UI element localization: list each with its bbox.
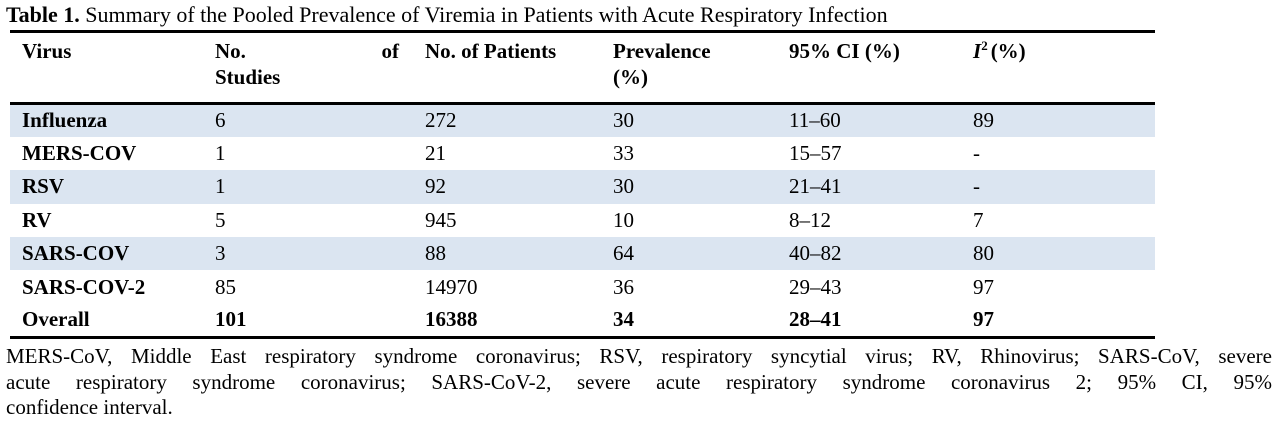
column-header-prevalence: Prevalence (%) [601, 31, 777, 105]
cell-ci: 8–12 [789, 207, 831, 232]
cell-patients: 945 [425, 207, 457, 232]
footnote-line: acute respiratory syndrome coronavirus; … [6, 369, 1272, 394]
cell-prevalence: 64 [613, 241, 634, 266]
cell-patients: 21 [425, 141, 446, 166]
cell-patients: 88 [425, 241, 446, 266]
header-word-no: No. [215, 39, 246, 63]
cell-prevalence: 10 [613, 207, 634, 232]
column-header-no-of-patients: No. of Patients [413, 31, 601, 105]
column-header-no-of-studies: No. of Studies [203, 31, 413, 105]
cell-prevalence: 34 [613, 307, 634, 332]
table-row: Overall 101 16388 34 28–41 97 [10, 304, 1155, 337]
cell-ci: 28–41 [789, 307, 842, 332]
table-body: Influenza 6 272 30 11–60 89 MERS-COV 1 21 33 15–57… [10, 103, 1155, 338]
table-row: Influenza 6 272 30 11–60 89 [10, 103, 1155, 137]
cell-virus: SARS-COV [22, 241, 130, 266]
i-squared-unit: (%) [990, 39, 1026, 63]
header-word-studies: Studies [215, 65, 281, 89]
cell-virus: SARS-COV-2 [22, 274, 146, 299]
cell-i2: 80 [973, 241, 994, 266]
cell-patients: 14970 [425, 274, 478, 299]
cell-studies: 85 [215, 274, 236, 299]
cell-studies: 1 [215, 174, 226, 199]
summary-table: Virus No. of Studies No. of Patients Pre… [10, 30, 1155, 339]
column-header-95ci: 95% CI (%) [777, 31, 961, 105]
i-squared-exponent: 2 [981, 38, 988, 53]
cell-patients: 272 [425, 108, 457, 133]
cell-studies: 5 [215, 207, 226, 232]
cell-studies: 101 [215, 307, 247, 332]
cell-prevalence: 30 [613, 108, 634, 133]
header-word-percent: (%) [613, 65, 648, 89]
cell-virus: Overall [22, 307, 90, 332]
cell-studies: 6 [215, 108, 226, 133]
cell-i2: - [973, 174, 980, 199]
header-word-of: of [381, 39, 400, 63]
cell-i2: 7 [973, 207, 984, 232]
cell-studies: 1 [215, 141, 226, 166]
footnote-line: confidence interval. [6, 395, 173, 419]
footnote-line: MERS-CoV, Middle East respiratory syndro… [6, 344, 1272, 368]
table-footnote: MERS-CoV, Middle East respiratory syndro… [6, 344, 1272, 421]
column-header-i-squared: I2 (%) [961, 31, 1155, 105]
column-header-virus: Virus [10, 31, 203, 105]
table-header-row: Virus No. of Studies No. of Patients Pre… [10, 31, 1155, 105]
table-caption-number: Table 1. [6, 2, 80, 27]
cell-prevalence: 33 [613, 141, 634, 166]
table-caption: Table 1. Summary of the Pooled Prevalenc… [6, 2, 888, 28]
table-row: RSV 1 92 30 21–41 - [10, 170, 1155, 204]
cell-studies: 3 [215, 241, 226, 266]
cell-patients: 92 [425, 174, 446, 199]
header-word-prevalence: Prevalence [613, 39, 711, 63]
cell-virus: RSV [22, 174, 65, 199]
cell-prevalence: 30 [613, 174, 634, 199]
table-header: Virus No. of Studies No. of Patients Pre… [10, 31, 1155, 105]
cell-patients: 16388 [425, 307, 478, 332]
cell-ci: 11–60 [789, 108, 841, 133]
cell-prevalence: 36 [613, 274, 634, 299]
header-no-of-line: No. of [215, 38, 399, 64]
cell-i2: - [973, 141, 980, 166]
cell-i2: 89 [973, 108, 994, 133]
cell-ci: 29–43 [789, 274, 842, 299]
i-squared-symbol: I [973, 39, 982, 63]
cell-virus: Influenza [22, 108, 108, 133]
cell-virus: MERS-COV [22, 141, 137, 166]
cell-ci: 21–41 [789, 174, 842, 199]
table-row: RV 5 945 10 8–12 7 [10, 204, 1155, 237]
cell-ci: 15–57 [789, 141, 842, 166]
cell-i2: 97 [973, 274, 994, 299]
cell-virus: RV [22, 207, 52, 232]
table-row: SARS-COV 3 88 64 40–82 80 [10, 237, 1155, 271]
summary-table-wrapper: Virus No. of Studies No. of Patients Pre… [10, 30, 1155, 339]
table-row: SARS-COV-2 85 14970 36 29–43 97 [10, 270, 1155, 303]
cell-i2: 97 [973, 307, 994, 332]
table-caption-text: Summary of the Pooled Prevalence of Vire… [79, 2, 888, 27]
table-row: MERS-COV 1 21 33 15–57 - [10, 137, 1155, 170]
cell-ci: 40–82 [789, 241, 842, 266]
